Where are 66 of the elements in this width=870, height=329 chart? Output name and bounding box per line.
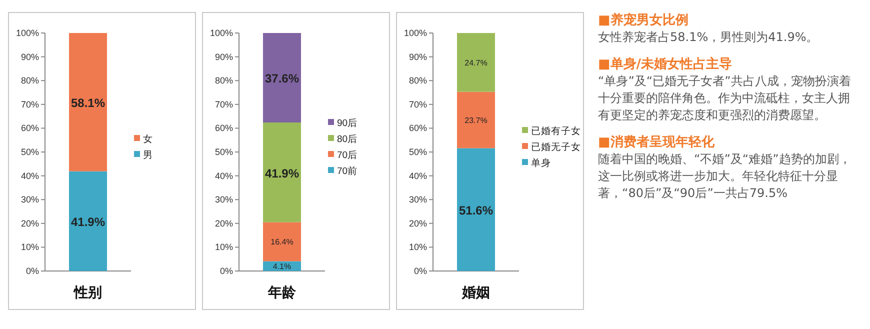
legend-label: 70后 xyxy=(337,149,358,161)
y-tick-label: 60% xyxy=(214,123,233,134)
data-label: 23.7% xyxy=(464,116,488,125)
text: ■消费者呈现年轻化 xyxy=(598,134,716,151)
y-tick-label: 90% xyxy=(408,52,427,62)
text: 随着中国的晚婚、“不婚”及“难婚”趋势的加剧，这一比例或将进一步加大。年轻化特征十分显著，“80后”及“90后”一共占79.5% xyxy=(598,151,852,202)
y-tick-label: 100% xyxy=(404,28,427,38)
y-tick-label: 20% xyxy=(20,218,39,228)
y-tick-label: 100% xyxy=(210,28,233,38)
text: ■养宠男女比例 xyxy=(598,12,690,29)
y-tick-label: 60% xyxy=(408,123,427,134)
y-tick-label: 10% xyxy=(214,242,233,252)
y-tick-label: 10% xyxy=(408,242,427,252)
data-label: 4.1% xyxy=(272,262,292,272)
legend-label: 女 xyxy=(143,133,153,145)
y-tick-label: 100% xyxy=(16,28,39,38)
x-tick-label: 性别 xyxy=(73,284,102,300)
text: “单身”及“已婚无子女者”共占八成，宠物扮演着十分重要的陪伴角色。作为中流砥柱，女主人拥有更坚定的养宠态度和更强烈的消费愿望。 xyxy=(598,73,852,124)
legend-label: 单身 xyxy=(531,157,551,169)
legend-label: 90后 xyxy=(337,117,358,129)
y-tick-label: 80% xyxy=(408,76,427,86)
y-tick-label: 40% xyxy=(214,170,233,181)
data-label: 16.4% xyxy=(270,238,294,247)
y-tick-label: 50% xyxy=(214,147,233,157)
y-tick-label: 80% xyxy=(20,76,39,86)
bar xyxy=(263,222,301,262)
y-tick-label: 40% xyxy=(20,170,39,181)
y-tick-label: 50% xyxy=(20,147,39,157)
legend-label: 已婚无子女 xyxy=(531,141,581,153)
y-tick-label: 70% xyxy=(20,99,39,110)
bar xyxy=(457,33,495,92)
text: 女性养宠者占58.1%，男性则为41.9%。 xyxy=(598,29,820,46)
y-tick-label: 70% xyxy=(214,99,233,110)
x-tick-label: 年龄 xyxy=(267,284,297,300)
y-tick-label: 60% xyxy=(20,123,39,134)
bar xyxy=(457,92,495,148)
y-tick-label: 20% xyxy=(408,218,427,228)
data-label: 41.9% xyxy=(70,215,106,230)
legend-label: 已婚有子女 xyxy=(531,125,581,137)
y-tick-label: 0% xyxy=(220,266,233,276)
data-label: 41.9% xyxy=(264,166,300,180)
x-tick-label: 婚姻 xyxy=(461,284,490,300)
data-label: 51.6% xyxy=(458,204,494,218)
y-tick-label: 70% xyxy=(408,99,427,110)
y-tick-label: 90% xyxy=(214,52,233,62)
legend-label: 80后 xyxy=(337,133,358,145)
text: ■单身/未婚女性占主导 xyxy=(598,56,734,73)
y-tick-label: 30% xyxy=(408,194,427,205)
legend-label: 70前 xyxy=(337,165,358,177)
y-tick-label: 40% xyxy=(408,170,427,181)
data-label: 24.7% xyxy=(464,58,488,68)
bar xyxy=(457,148,495,271)
y-tick-label: 30% xyxy=(20,194,39,205)
bar xyxy=(263,122,301,222)
data-label: 37.6% xyxy=(264,72,300,86)
y-tick-label: 10% xyxy=(20,242,39,252)
y-tick-label: 0% xyxy=(414,266,427,276)
y-tick-label: 20% xyxy=(214,218,233,228)
y-tick-label: 0% xyxy=(26,266,39,276)
legend-label: 男 xyxy=(143,150,153,161)
data-label: 58.1% xyxy=(70,96,106,110)
y-tick-label: 80% xyxy=(214,76,233,86)
bar xyxy=(263,33,301,122)
y-tick-label: 50% xyxy=(408,147,427,157)
y-tick-label: 30% xyxy=(214,194,233,205)
y-tick-label: 90% xyxy=(20,52,39,62)
